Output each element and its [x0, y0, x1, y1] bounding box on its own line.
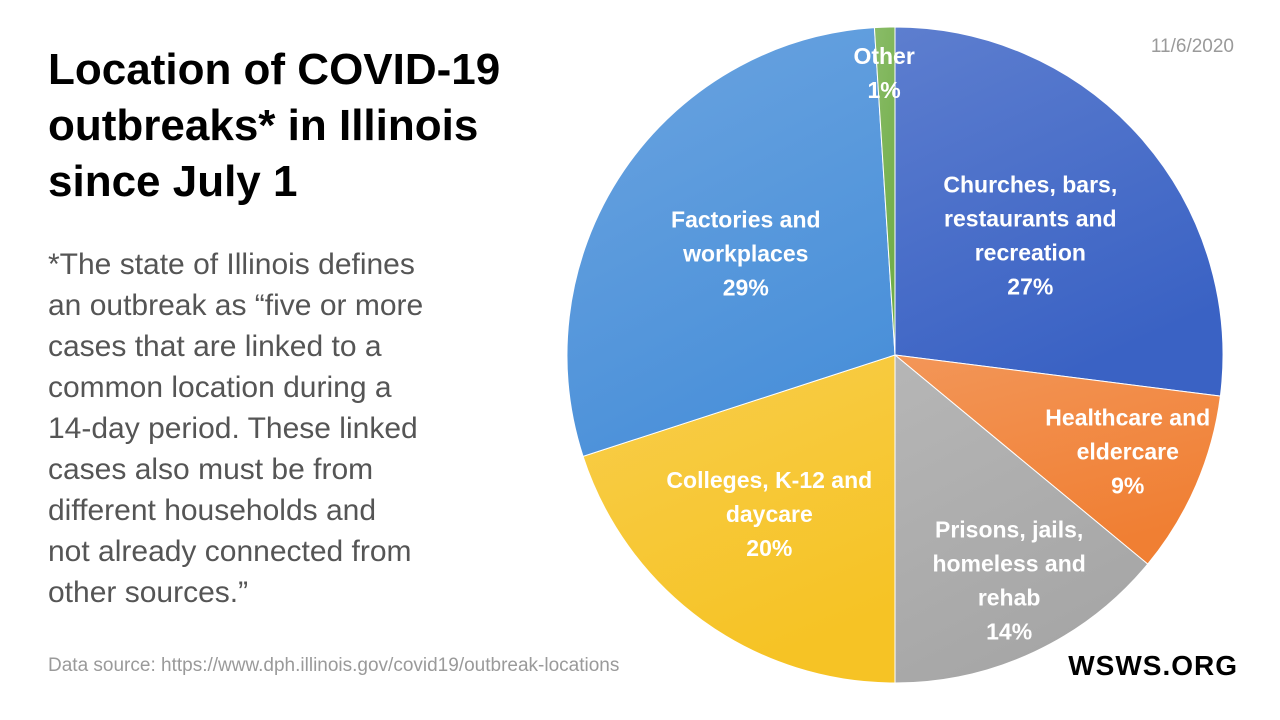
- slice-label-2: Prisons, jails, homeless and rehab 14%: [932, 517, 1085, 645]
- slice-label-4: Factories and workplaces 29%: [671, 207, 821, 301]
- pie-slice-4: [566, 27, 896, 457]
- pie-slice-2: [894, 353, 1149, 684]
- pie-slice-5: [873, 26, 896, 356]
- slice-label-3: Colleges, K-12 and daycare 20%: [666, 467, 872, 561]
- outbreak-definition-footnote: *The state of Illinois defines an outbre…: [48, 248, 424, 609]
- brand-logo: WSWS.ORG: [1068, 650, 1238, 681]
- slice-label-1: Healthcare and eldercare 9%: [1045, 404, 1210, 498]
- data-source-note: Data source: https://www.dph.illinois.go…: [48, 655, 620, 676]
- date-stamp: 11/6/2020: [1150, 36, 1234, 57]
- pie-slice-1: [893, 354, 1221, 565]
- slice-label-5: Other 1%: [853, 43, 914, 103]
- chart-title: Location of COVID-19 outbreaks* in Illin…: [48, 45, 501, 206]
- pie-slice-3: [582, 354, 896, 684]
- pie-labels: Churches, bars, restaurants and recreation…: [666, 43, 1210, 644]
- pie-slices: [566, 26, 1224, 684]
- pie-slice-0: [894, 26, 1224, 397]
- slice-label-0: Churches, bars, restaurants and recreation…: [943, 172, 1117, 300]
